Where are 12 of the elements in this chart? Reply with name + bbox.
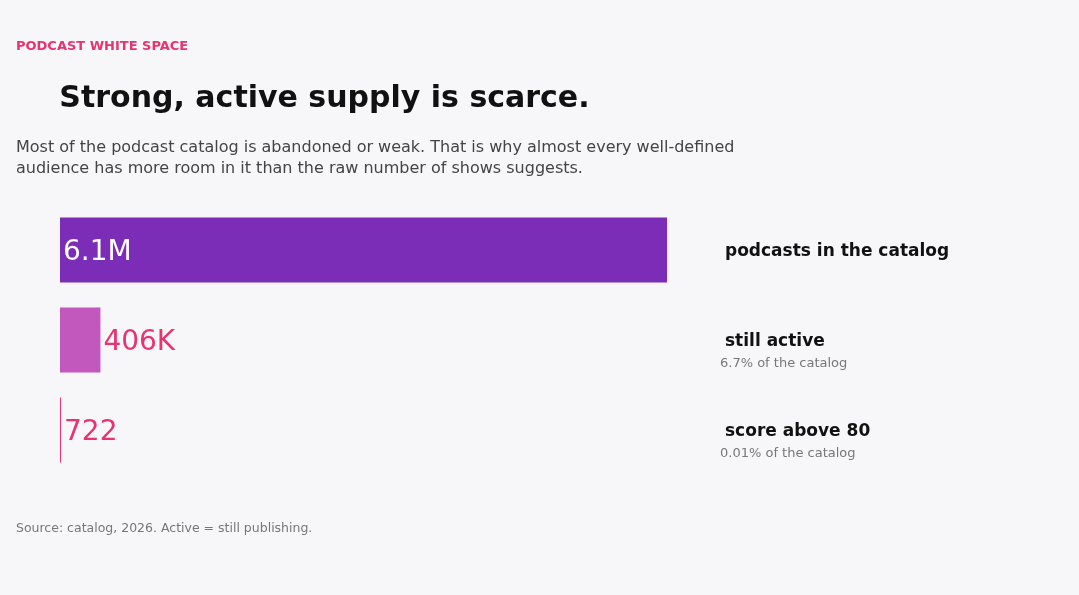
y-tick-label: still active (725, 329, 825, 350)
text: 0.01% of the catalog (720, 445, 856, 460)
y-tick-label: score above 80 (725, 419, 871, 440)
chart-title: Strong, active supply is scarce. (59, 79, 590, 115)
chart-subtitle: Most of the podcast catalog is abandoned or weak. That is why almost every well-defined audience has more room in it than the raw number of shows suggests. (16, 137, 735, 177)
data-label: 6.1M (63, 233, 132, 267)
data-label: 406K (103, 323, 176, 357)
text: PODCAST WHITE SPACE (16, 38, 189, 53)
text: 6.7% of the catalog (720, 355, 848, 370)
data-label: 722 (64, 413, 118, 447)
source-note: Source: catalog, 2026. Active = still publishing. (16, 520, 313, 535)
y-tick-label: podcasts in the catalog (725, 239, 950, 260)
